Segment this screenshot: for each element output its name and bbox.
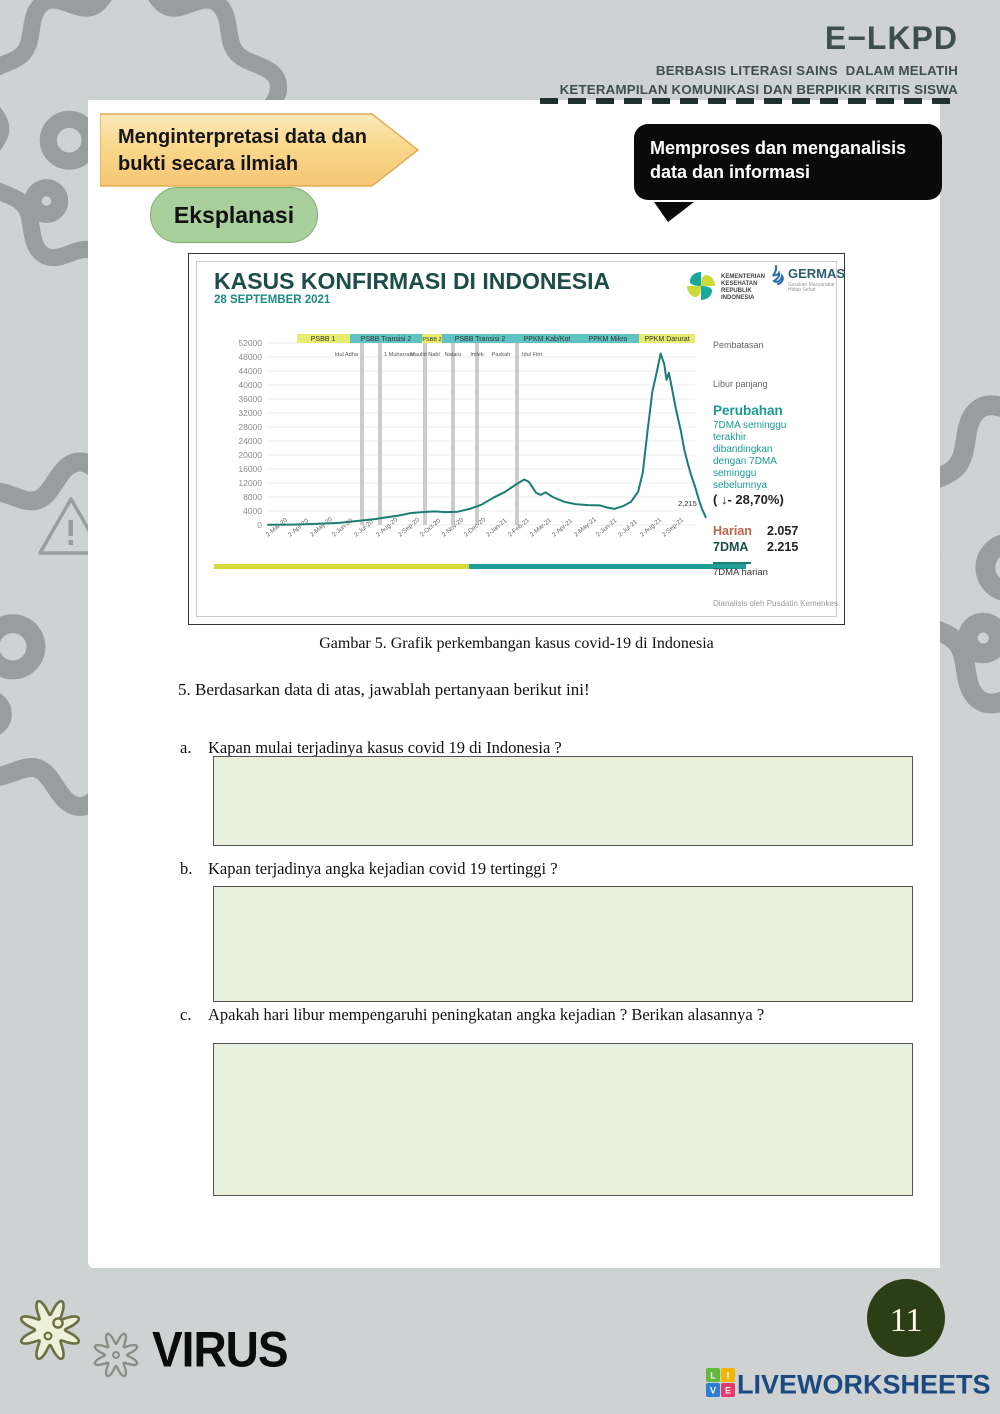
svg-text:2.057: 2.057 <box>767 524 798 538</box>
svg-text:0: 0 <box>257 520 262 530</box>
svg-text:28 SEPTEMBER 2021: 28 SEPTEMBER 2021 <box>214 294 331 306</box>
svg-text:dengan 7DMA: dengan 7DMA <box>713 456 777 467</box>
svg-text:32000: 32000 <box>238 408 262 418</box>
svg-text:Paskah: Paskah <box>492 352 511 358</box>
svg-text:2-Jul-21: 2-Jul-21 <box>617 518 639 538</box>
svg-text:Pembatasan: Pembatasan <box>713 340 764 350</box>
svg-text:E: E <box>725 1386 731 1396</box>
svg-text:2-Oct-20: 2-Oct-20 <box>419 517 443 538</box>
svg-text:20000: 20000 <box>238 450 262 460</box>
svg-text:24000: 24000 <box>238 436 262 446</box>
svg-text:40000: 40000 <box>238 380 262 390</box>
svg-text:REPUBLIK: REPUBLIK <box>721 288 752 294</box>
svg-text:PSBB 1: PSBB 1 <box>311 336 336 343</box>
svg-text:2-May-21: 2-May-21 <box>573 516 598 539</box>
svg-text:2-Mar-20: 2-Mar-20 <box>265 516 289 538</box>
svg-text:PSBB Transisi 2: PSBB Transisi 2 <box>361 336 412 343</box>
svg-text:2-Aug-21: 2-Aug-21 <box>639 516 664 538</box>
svg-text:PPKM Darurat: PPKM Darurat <box>644 336 689 343</box>
svg-text:seminggu: seminggu <box>713 468 756 479</box>
svg-text:terakhir: terakhir <box>713 432 747 443</box>
svg-text:PSBB Transisi 2: PSBB Transisi 2 <box>455 336 506 343</box>
svg-text:2-May-20: 2-May-20 <box>309 516 334 539</box>
svg-text:36000: 36000 <box>238 394 262 404</box>
svg-text:Idul Adha: Idul Adha <box>335 352 359 358</box>
svg-text:7DMA harian: 7DMA harian <box>713 567 768 578</box>
svg-text:INDONESIA: INDONESIA <box>721 295 755 301</box>
svg-text:KESEHATAN: KESEHATAN <box>721 281 757 287</box>
svg-text:PSBB 2: PSBB 2 <box>422 337 441 343</box>
svg-text:2-Sep-21: 2-Sep-21 <box>661 516 686 538</box>
svg-text:Libur panjang: Libur panjang <box>713 379 768 389</box>
svg-text:2.215: 2.215 <box>767 540 798 554</box>
svg-text:52000: 52000 <box>238 338 262 348</box>
svg-text:GERMAS: GERMAS <box>788 266 845 281</box>
svg-text:2-Jun-21: 2-Jun-21 <box>595 517 619 539</box>
svg-text:Imlek: Imlek <box>470 352 484 358</box>
svg-text:Maulid Nabi: Maulid Nabi <box>410 352 440 358</box>
svg-text:7DMA: 7DMA <box>713 540 748 554</box>
svg-text:28000: 28000 <box>238 422 262 432</box>
svg-text:( ↓- 28,70%): ( ↓- 28,70%) <box>713 492 784 507</box>
svg-text:2-Jun-20: 2-Jun-20 <box>331 517 355 539</box>
svg-text:KEMENTERIAN: KEMENTERIAN <box>721 274 765 280</box>
svg-text:Harian: Harian <box>713 524 752 538</box>
svg-text:Hidup Sehat: Hidup Sehat <box>788 287 816 293</box>
svg-text:dibandingkan: dibandingkan <box>713 444 773 455</box>
svg-text:PPKM Kab/Kot: PPKM Kab/Kot <box>524 336 571 343</box>
svg-text:Nataru: Nataru <box>445 352 462 358</box>
svg-text:2-Jan-21: 2-Jan-21 <box>485 517 509 539</box>
svg-text:sebelumnya: sebelumnya <box>713 480 767 491</box>
svg-text:2-Apr-20: 2-Apr-20 <box>287 517 311 538</box>
svg-text:Perubahan: Perubahan <box>713 403 783 418</box>
svg-text:V: V <box>710 1386 716 1396</box>
svg-text:Dianalisis oleh Pusdatin Kemen: Dianalisis oleh Pusdatin Kemenkes <box>713 599 838 608</box>
svg-text:48000: 48000 <box>238 352 262 362</box>
svg-text:KASUS KONFIRMASI DI INDONESIA: KASUS KONFIRMASI DI INDONESIA <box>214 268 610 294</box>
svg-text:4000: 4000 <box>243 506 262 516</box>
svg-text:11: 11 <box>890 1302 923 1339</box>
svg-text:2-Apr-21: 2-Apr-21 <box>551 517 575 538</box>
svg-text:2,215: 2,215 <box>678 499 697 508</box>
svg-text:2-Feb-21: 2-Feb-21 <box>507 516 531 538</box>
svg-text:12000: 12000 <box>238 478 262 488</box>
svg-text:16000: 16000 <box>238 464 262 474</box>
svg-text:L: L <box>710 1371 716 1381</box>
svg-text:PPKM Mikro: PPKM Mikro <box>589 336 628 343</box>
svg-text:8000: 8000 <box>243 492 262 502</box>
svg-text:Idul Fitri: Idul Fitri <box>522 352 542 358</box>
svg-text:2-Mar-21: 2-Mar-21 <box>529 516 553 538</box>
svg-text:44000: 44000 <box>238 366 262 376</box>
svg-text:2-Sep-20: 2-Sep-20 <box>397 516 422 538</box>
svg-text:I: I <box>727 1371 730 1381</box>
svg-text:7DMA seminggu: 7DMA seminggu <box>713 420 786 431</box>
